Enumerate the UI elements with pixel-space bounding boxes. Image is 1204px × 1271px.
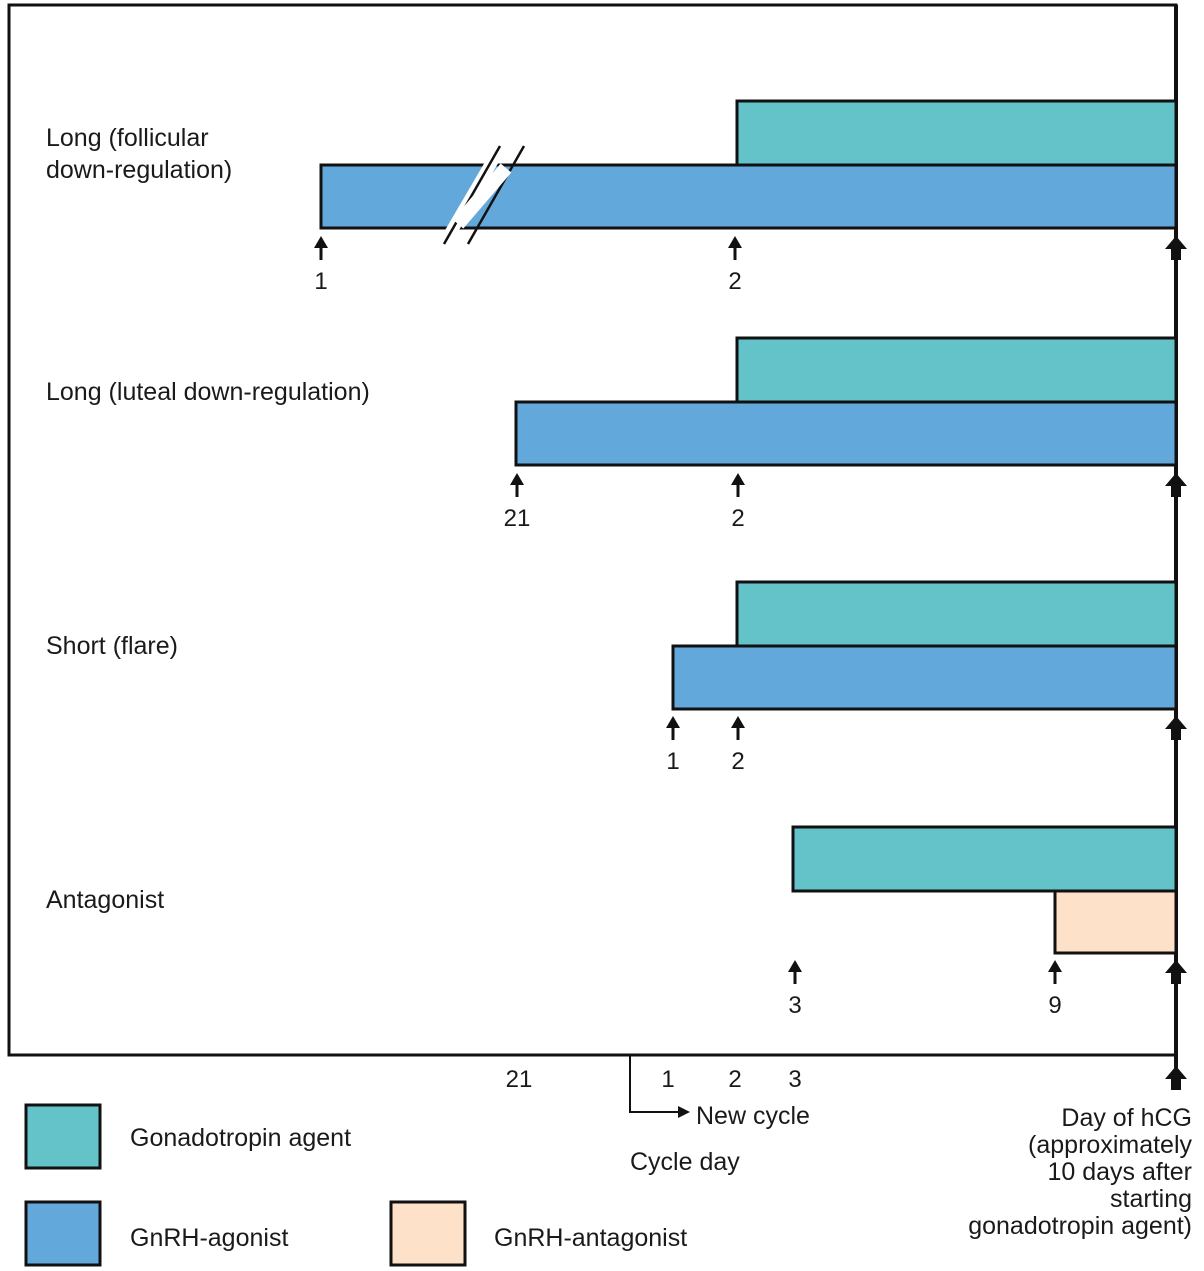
legend-swatch-gonadotropin xyxy=(24,1103,102,1170)
protocol-label-long-follicular-2: down-regulation) xyxy=(46,156,232,184)
cycle-day-label: Cycle day xyxy=(630,1148,740,1176)
legend-swatch-antagonist xyxy=(389,1200,467,1267)
day-label: 2 xyxy=(731,748,744,775)
svg-text:gonadotropin agent): gonadotropin agent) xyxy=(968,1212,1192,1240)
axis-tick-3: 3 xyxy=(788,1066,801,1093)
new-cycle-label: New cycle xyxy=(696,1102,810,1130)
svg-text:(approximately: (approximately xyxy=(1028,1131,1192,1159)
day-label: 21 xyxy=(504,505,531,532)
day-arrow-long-luteal-gonadotropin: 2 xyxy=(731,473,745,532)
day-label: 1 xyxy=(314,268,327,295)
axis-tick-21: 21 xyxy=(506,1066,533,1093)
hcg-arrow-5 xyxy=(1165,1066,1187,1090)
protocol-label-antagonist: Antagonist xyxy=(46,886,164,914)
gonadotropin-bar-long-follicular xyxy=(735,99,1178,167)
hcg-arrow-1 xyxy=(1165,236,1187,260)
day-arrows: 1 221 21 23 9 xyxy=(314,236,1062,1019)
day-arrow-long-follicular-gonadotropin: 2 xyxy=(728,236,742,295)
agonist-bar-long-follicular xyxy=(319,163,1178,230)
svg-text:Day of hCG: Day of hCG xyxy=(1061,1104,1192,1132)
day-arrow-antagonist-antagonist: 9 xyxy=(1048,960,1062,1019)
day-label: 1 xyxy=(666,748,679,775)
protocol-label-long-follicular: Long (follicular xyxy=(46,124,209,152)
agonist-bar-short-flare xyxy=(671,644,1178,711)
day-arrow-short-flare-gonadotropin: 2 xyxy=(731,716,745,775)
hcg-arrow-3 xyxy=(1165,716,1187,740)
gonadotropin-bar-short-flare xyxy=(735,580,1178,648)
gonadotropin-bar-antagonist xyxy=(791,825,1178,893)
axis-tick-1: 1 xyxy=(661,1066,674,1093)
hcg-arrows xyxy=(1165,236,1187,1090)
legend-label-agonist: GnRH-agonist xyxy=(130,1224,288,1252)
new-cycle-arrow xyxy=(629,1056,690,1118)
day-label: 3 xyxy=(788,992,801,1019)
day-label: 9 xyxy=(1048,992,1061,1019)
axis-tick-2: 2 xyxy=(728,1066,741,1093)
hcg-arrow-4 xyxy=(1165,960,1187,984)
day-label: 2 xyxy=(728,268,741,295)
hcg-arrow-2 xyxy=(1165,473,1187,497)
agonist-bar-long-luteal xyxy=(514,400,1178,467)
gonadotropin-bar-long-luteal xyxy=(735,336,1178,404)
legend-label-antagonist: GnRH-antagonist xyxy=(494,1224,687,1252)
day-arrow-antagonist-gonadotropin: 3 xyxy=(788,960,802,1019)
svg-text:10 days after: 10 days after xyxy=(1047,1158,1192,1186)
protocol-label-short-flare: Short (flare) xyxy=(46,632,178,660)
legend-swatch-agonist xyxy=(24,1200,102,1267)
day-arrow-long-luteal-start: 21 xyxy=(504,473,531,532)
antagonist-bar-antagonist xyxy=(1053,889,1178,955)
axis-break-mark xyxy=(435,139,526,253)
hcg-label: Day of hCG (approximately 10 days after … xyxy=(968,1104,1192,1240)
legend-label-gonadotropin: Gonadotropin agent xyxy=(130,1124,351,1152)
day-label: 2 xyxy=(731,505,744,532)
day-arrow-long-follicular-start: 1 xyxy=(314,236,328,295)
day-arrow-short-flare-start: 1 xyxy=(666,716,680,775)
svg-text:starting: starting xyxy=(1110,1185,1192,1213)
protocol-label-long-luteal: Long (luteal down-regulation) xyxy=(46,378,370,406)
